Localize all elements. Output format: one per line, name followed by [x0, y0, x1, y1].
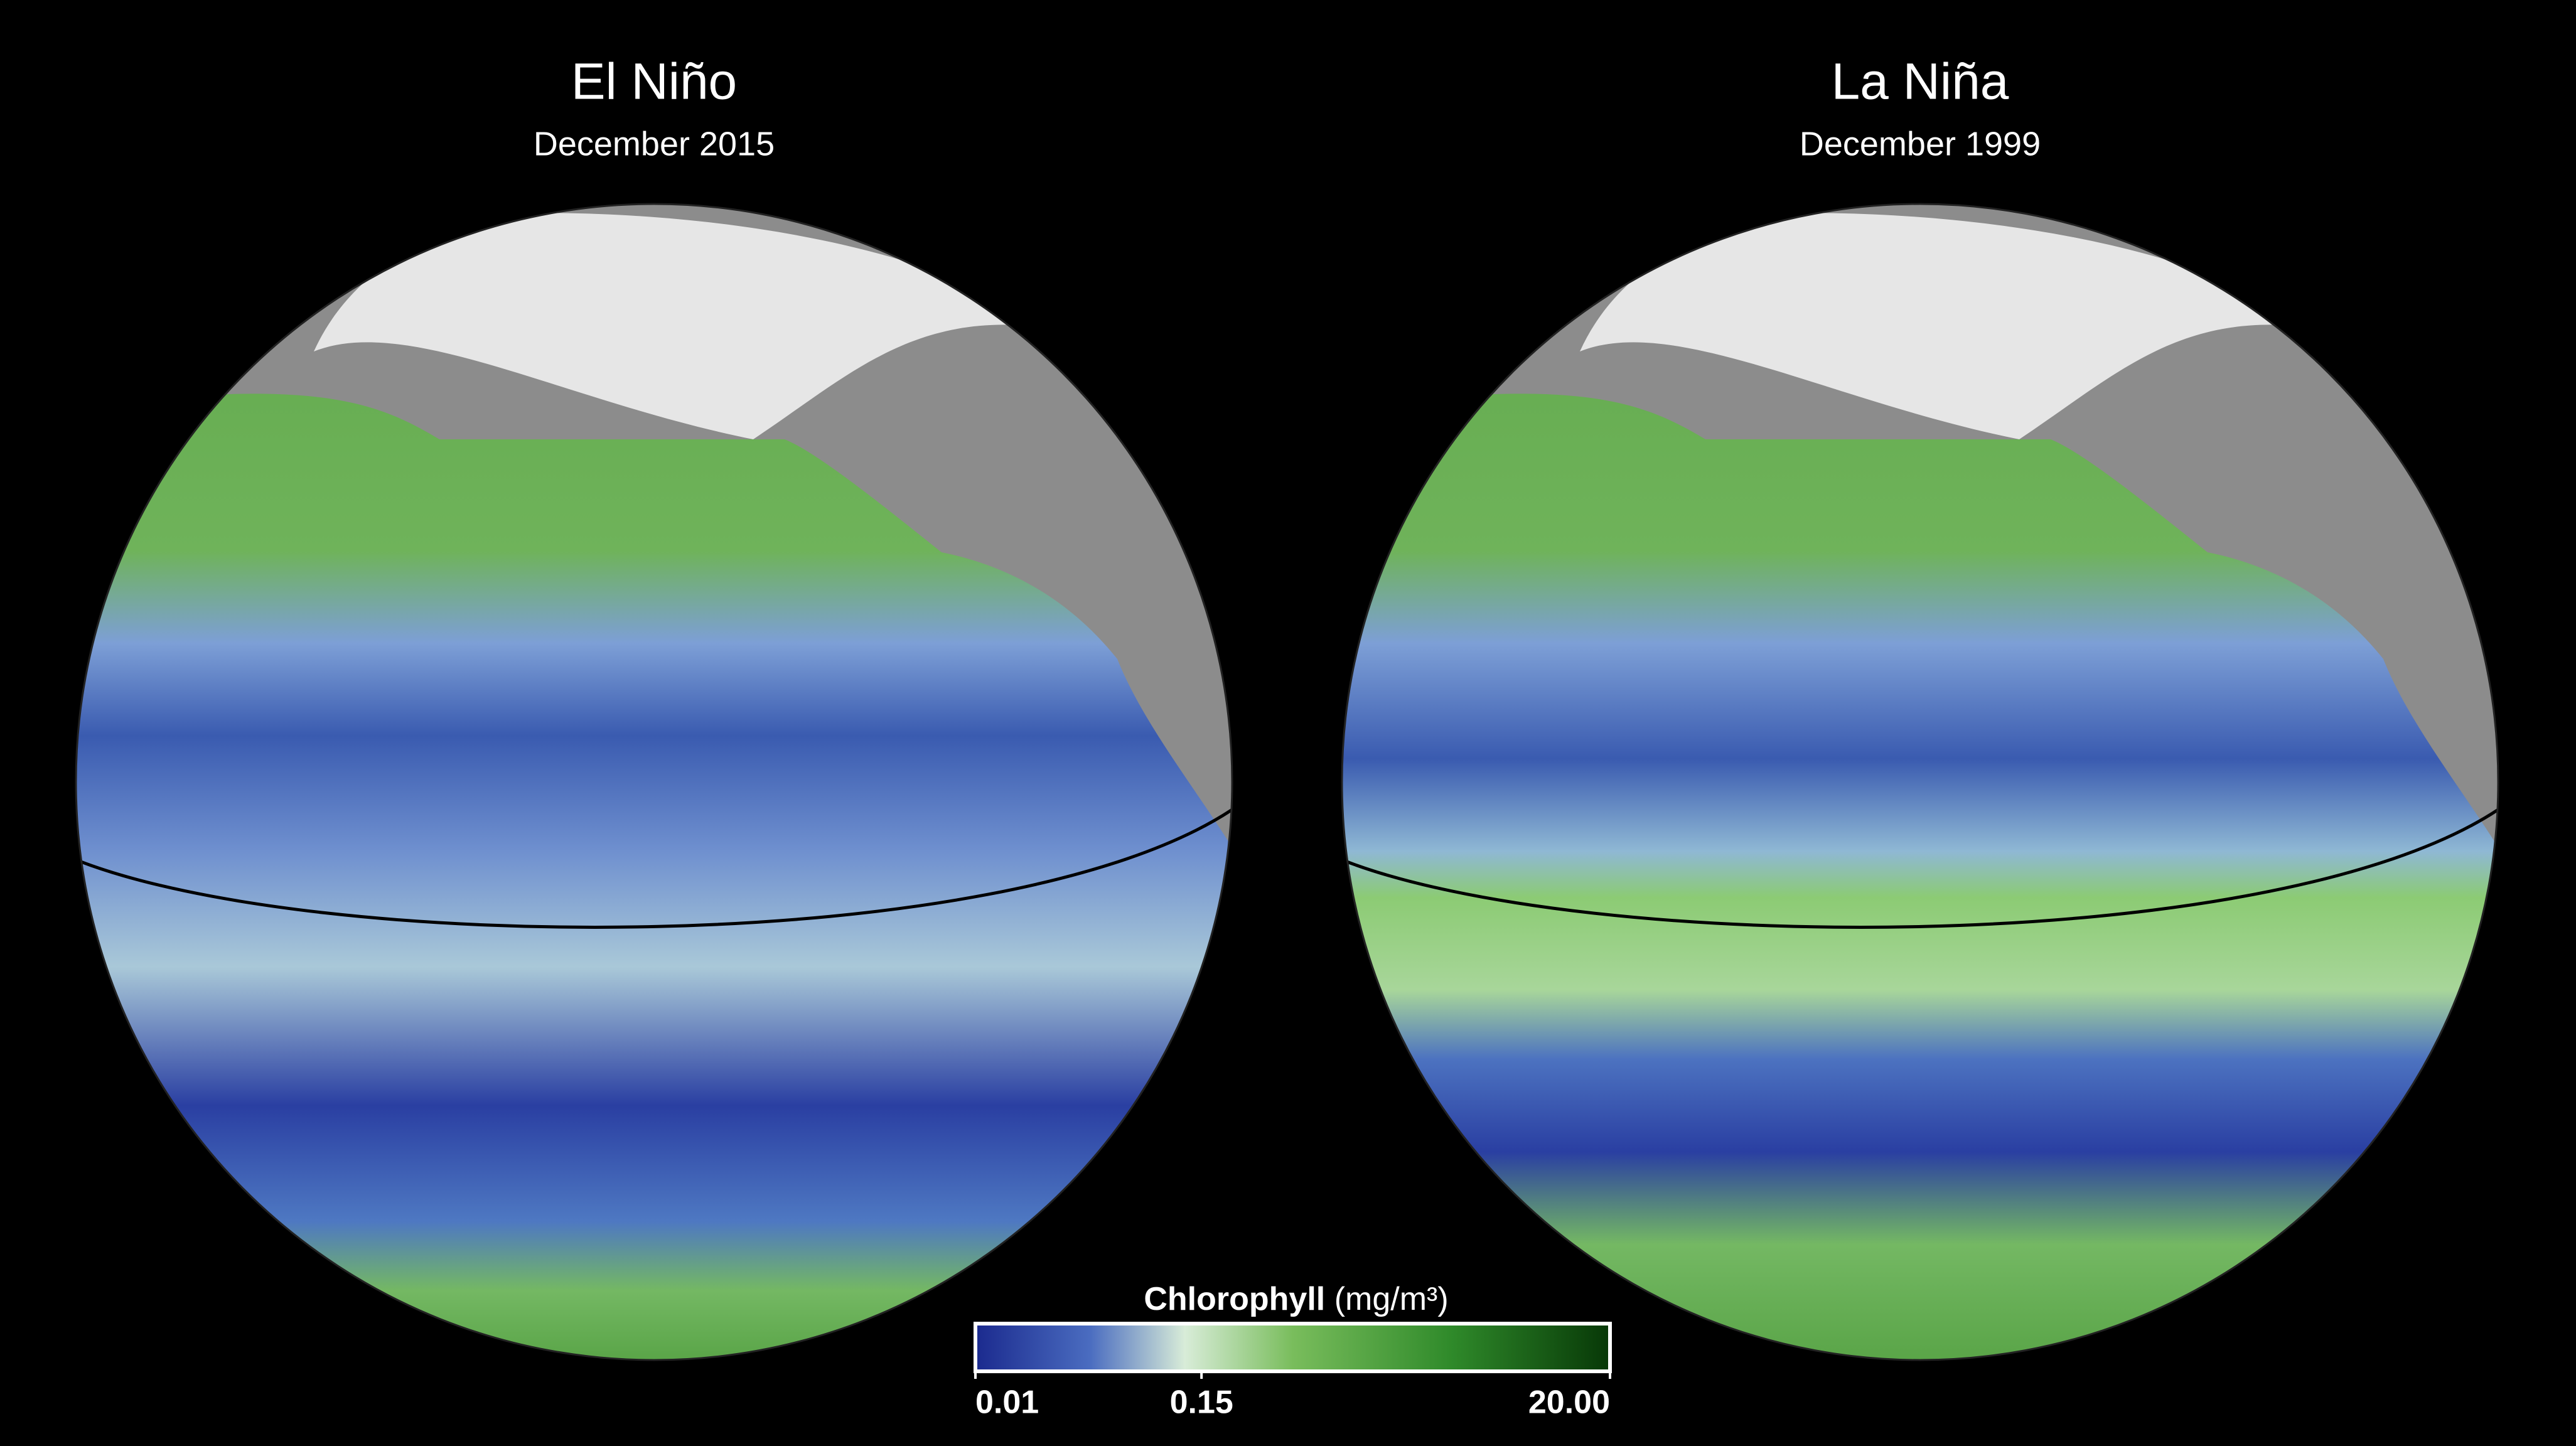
- colorbar: [974, 1322, 1612, 1373]
- panel-subtitle: December 2015: [534, 125, 775, 163]
- panel-title: La Niña: [1832, 53, 2009, 110]
- globe: [1342, 204, 2498, 1360]
- panel-title: El Niño: [571, 53, 737, 110]
- colorbar-tick-label: 0.01: [975, 1384, 1039, 1421]
- globe: [76, 204, 1232, 1360]
- panel-subtitle: December 1999: [1800, 125, 2041, 163]
- colorbar-tick-label: 20.00: [1528, 1384, 1610, 1421]
- colorbar-tick-label: 0.15: [1170, 1384, 1233, 1421]
- colorbar-label: Chlorophyll: [1144, 1281, 1325, 1317]
- colorbar-title: Chlorophyll (mg/m³): [1144, 1281, 1448, 1317]
- colorbar-unit: (mg/m³): [1334, 1281, 1449, 1317]
